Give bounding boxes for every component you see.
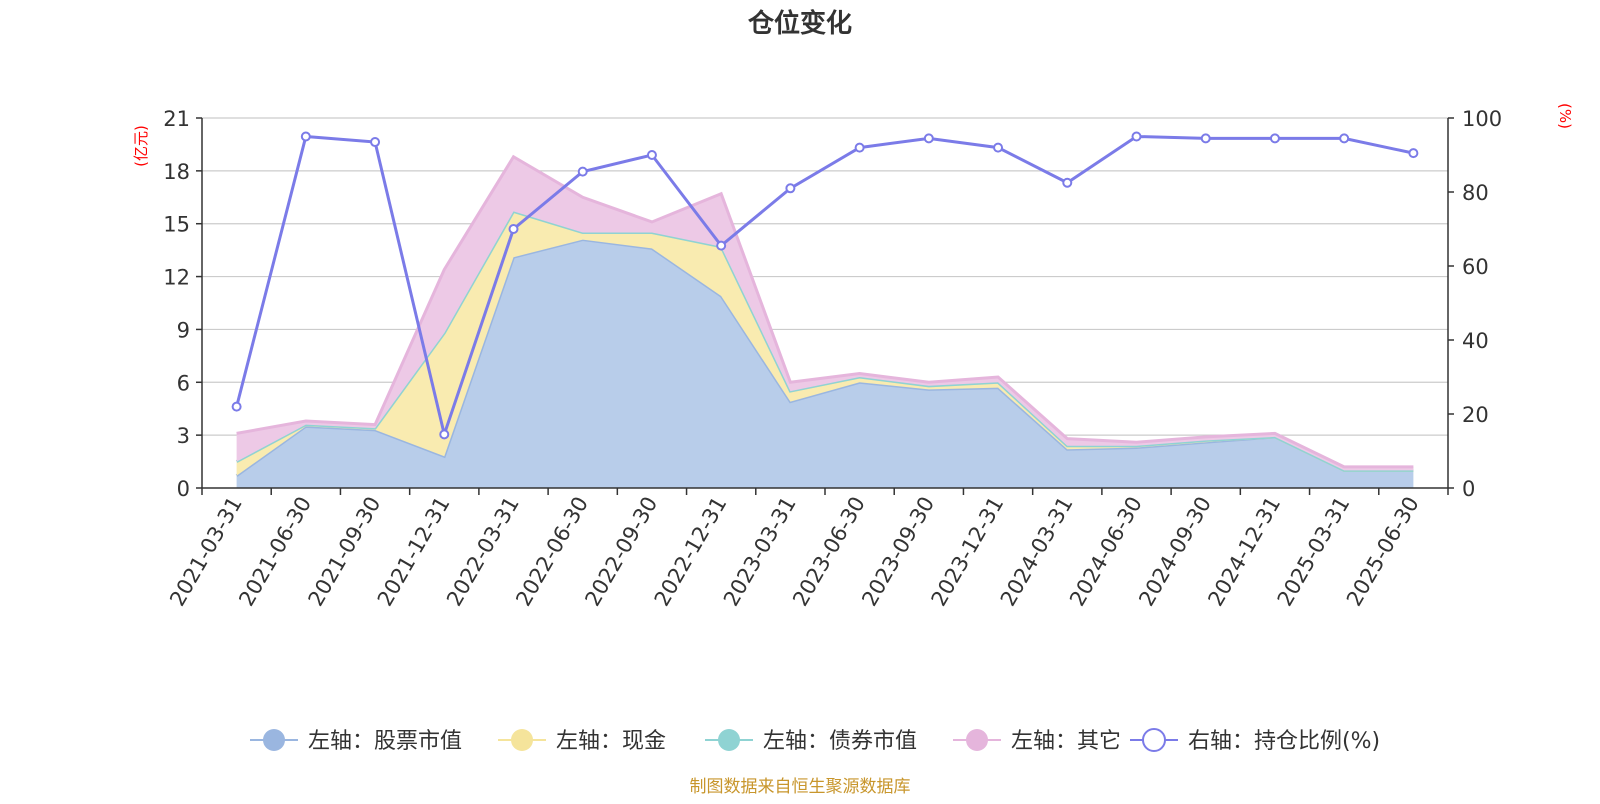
legend: 左轴：股票市值 左轴：现金 左轴：债券市值 左轴：其它 右轴：持仓比例(%) <box>250 728 1380 754</box>
x-tick-label: 2023-12-31 <box>927 493 1009 611</box>
left-tick-label: 18 <box>163 160 190 184</box>
ratio-point <box>1339 133 1350 144</box>
legend-marker <box>263 729 285 751</box>
legend-item: 左轴：股票市值 <box>250 729 462 754</box>
ratio-point <box>508 224 519 234</box>
legend-label: 左轴：其它 <box>1011 729 1121 754</box>
ratio-point <box>716 240 727 251</box>
x-tick-label: 2025-06-30 <box>1342 493 1424 611</box>
x-tick-label: 2023-03-31 <box>719 493 801 611</box>
area-edge-左轴：其它 <box>236 154 1414 469</box>
left-tick-label: 0 <box>177 477 190 501</box>
left-tick-label: 6 <box>177 371 190 395</box>
legend-item: 左轴：其它 <box>953 729 1121 754</box>
ratio-point <box>646 150 657 160</box>
x-tick-label: 2021-03-31 <box>165 493 247 611</box>
x-tick-label: 2024-03-31 <box>996 493 1078 611</box>
right-tick-label: 0 <box>1462 477 1475 501</box>
ratio-point <box>1269 133 1280 144</box>
x-tick-label: 2021-12-31 <box>373 493 455 611</box>
legend-marker <box>966 729 988 751</box>
ratio-line <box>235 134 1414 440</box>
right-axis-unit: (%) <box>1556 103 1574 129</box>
x-tick-label: 2024-06-30 <box>1065 493 1147 611</box>
legend-marker <box>718 729 740 751</box>
legend-item: 左轴：现金 <box>498 729 666 754</box>
ratio-point <box>1062 177 1073 188</box>
left-tick-label: 15 <box>163 213 190 237</box>
left-tick-label: 12 <box>163 266 190 290</box>
right-tick-label: 80 <box>1462 181 1489 205</box>
x-tick-label: 2023-06-30 <box>788 493 870 611</box>
ratio-point <box>577 166 588 177</box>
legend-marker <box>1142 728 1166 752</box>
x-tick-label: 2022-09-30 <box>580 493 662 611</box>
right-tick-label: 100 <box>1462 107 1502 131</box>
legend-label: 左轴：现金 <box>556 729 666 754</box>
right-tick-label: 60 <box>1462 255 1489 279</box>
ratio-point <box>854 142 865 153</box>
ratio-point <box>993 142 1004 153</box>
stacked-areas <box>235 154 1414 488</box>
ratio-point <box>300 131 311 142</box>
area-左轴：现金 <box>236 211 1414 476</box>
ratio-point <box>231 401 242 412</box>
ratio-point <box>923 133 934 144</box>
x-tick-label: 2021-09-30 <box>304 493 386 611</box>
holding-ratio-line <box>231 131 1419 440</box>
ratio-point <box>785 183 796 194</box>
data-source-footer: 制图数据来自恒生聚源数据库 <box>690 777 911 797</box>
x-tick-label: 2022-06-30 <box>511 493 593 611</box>
legend-label: 右轴：持仓比例(%) <box>1188 729 1380 754</box>
x-tick-label: 2024-09-30 <box>1134 493 1216 611</box>
chart-title: 仓位变化 <box>747 8 852 39</box>
legend-item: 右轴：持仓比例(%) <box>1130 728 1380 754</box>
area-左轴：股票市值 <box>236 239 1414 488</box>
x-tick-label: 2021-06-30 <box>234 493 316 611</box>
x-tick-label: 2024-12-31 <box>1203 493 1285 611</box>
ratio-point <box>370 137 381 148</box>
axes: 0369121518210204060801002021-03-312021-0… <box>163 107 1502 610</box>
left-axis-unit: (亿元) <box>132 125 150 167</box>
x-tick-label: 2022-12-31 <box>650 493 732 611</box>
legend-label: 左轴：股票市值 <box>308 729 462 754</box>
left-tick-label: 3 <box>177 424 190 448</box>
left-tick-label: 21 <box>163 107 190 131</box>
legend-marker <box>511 729 533 751</box>
legend-item: 左轴：债券市值 <box>705 729 917 754</box>
legend-label: 左轴：债券市值 <box>763 729 917 754</box>
right-tick-label: 20 <box>1462 403 1489 427</box>
ratio-point <box>1200 133 1211 144</box>
ratio-point <box>439 429 450 440</box>
x-tick-label: 2025-03-31 <box>1273 493 1355 611</box>
left-tick-label: 9 <box>177 318 190 342</box>
x-tick-label: 2022-03-31 <box>442 493 524 611</box>
ratio-point <box>1408 148 1419 159</box>
right-tick-label: 40 <box>1462 329 1489 353</box>
ratio-point <box>1131 131 1142 142</box>
x-tick-label: 2023-09-30 <box>857 492 939 610</box>
